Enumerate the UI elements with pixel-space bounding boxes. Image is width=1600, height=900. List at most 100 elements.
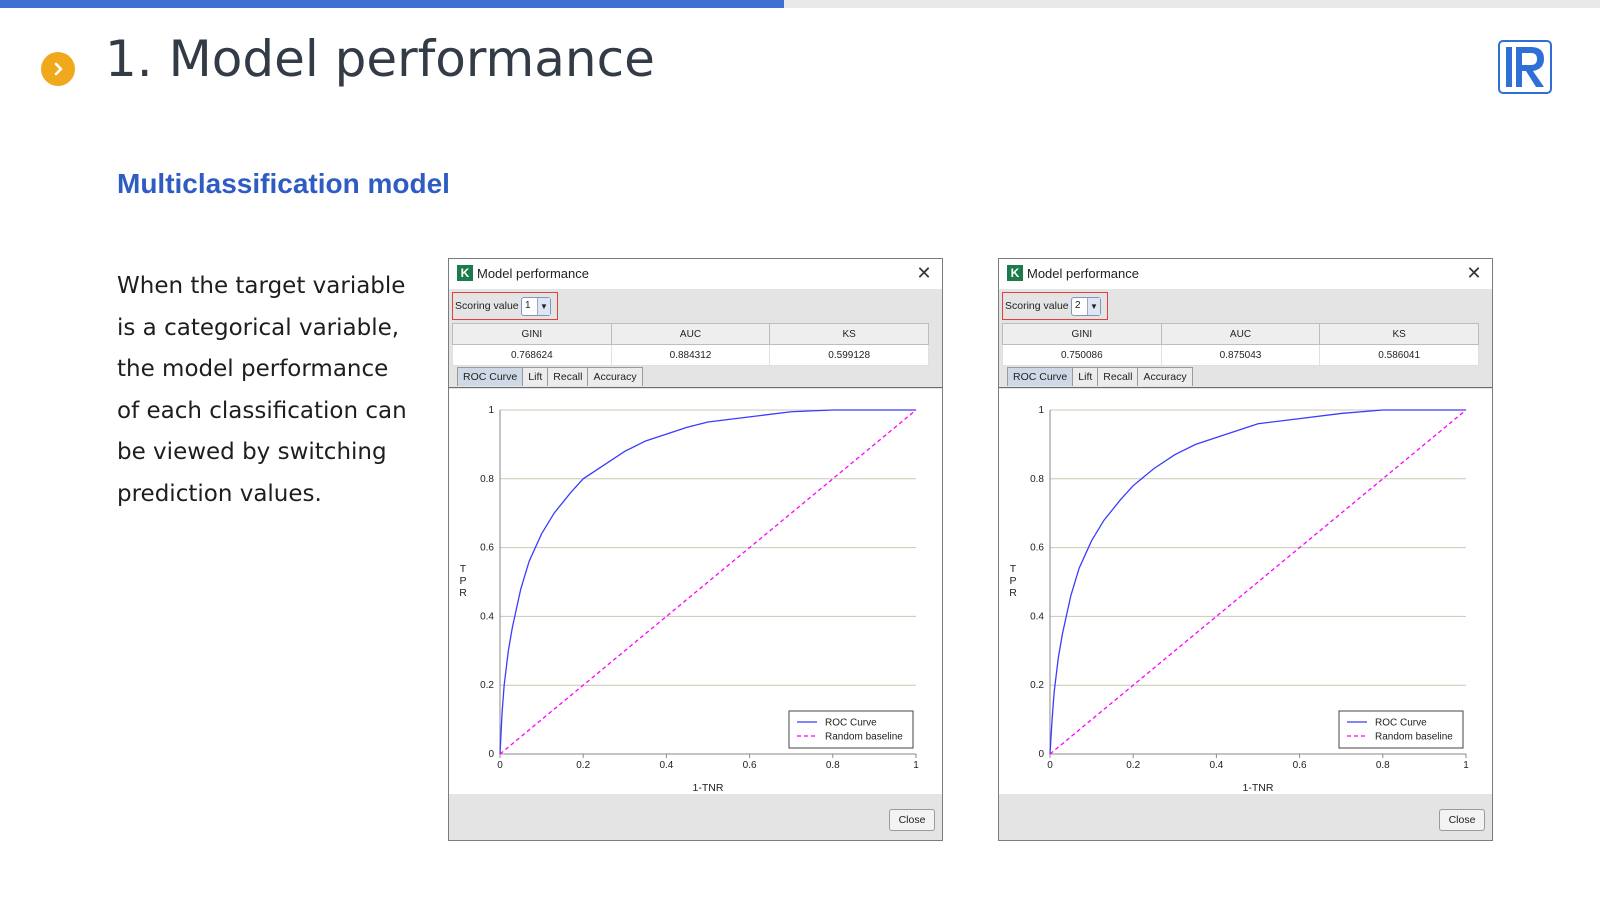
y-tick-label: 0.8 [1030, 474, 1044, 485]
app-icon: K [1007, 265, 1023, 281]
model-performance-dialog-1: K Model performance ✕ Scoring value 1 ▼ … [448, 258, 943, 841]
y-tick-label: 1 [488, 405, 494, 416]
y-tick-label: 0.6 [480, 543, 494, 554]
legend-label: Random baseline [825, 732, 903, 743]
description-line: When the target variable [117, 273, 406, 299]
scoring-value-label: Scoring value [1005, 300, 1069, 312]
tab-lift[interactable]: Lift [1072, 367, 1099, 386]
app-icon: K [457, 265, 473, 281]
metric-value: 0.750086 [1002, 344, 1162, 366]
chevron-right-icon [41, 52, 75, 86]
dialog-title: Model performance [1027, 266, 1139, 281]
section-subheading: Multiclassification model [117, 168, 450, 199]
y-tick-label: 0.2 [1030, 680, 1044, 691]
scoring-value-label: Scoring value [455, 300, 519, 312]
y-tick-label: 1 [1038, 405, 1044, 416]
slide-progress-fill [0, 0, 784, 8]
tab-accuracy[interactable]: Accuracy [587, 367, 643, 386]
description-line: the model performance [117, 356, 389, 382]
roc-chart: 0 0.2 0.4 0.6 0.8 1 0 0.2 0.4 0.6 0.8 1 1-TNR T P R ROC … [459, 405, 919, 794]
slide-progress-track [0, 0, 1600, 8]
scoring-value-select[interactable]: 1 ▼ [521, 297, 551, 316]
tab-divider [999, 387, 1492, 388]
tab-divider [449, 387, 942, 388]
roc-plot-area: 0 0.2 0.4 0.6 0.8 1 0 0.2 0.4 0.6 0.8 1 1-TNR T P R ROC … [999, 389, 1492, 794]
metric-header: GINI [1002, 323, 1162, 345]
metrics-table: GINI AUC KS 0.750086 0.875043 0.586041 [1002, 323, 1479, 366]
x-tick-label: 0.4 [1209, 760, 1223, 771]
tab-recall[interactable]: Recall [547, 367, 589, 386]
close-button[interactable]: Close [889, 809, 935, 831]
x-tick-label: 0.6 [743, 760, 757, 771]
x-tick-label: 0.8 [826, 760, 840, 771]
scoring-value-group: Scoring value 2 ▼ [1002, 292, 1108, 320]
scoring-value-selected: 2 [1075, 300, 1081, 311]
close-icon[interactable]: ✕ [916, 263, 932, 283]
close-button[interactable]: Close [1439, 809, 1485, 831]
legend-label: Random baseline [1375, 732, 1453, 743]
x-tick-label: 1 [913, 760, 919, 771]
legend-label: ROC Curve [825, 718, 877, 729]
x-tick-label: 0.6 [1293, 760, 1307, 771]
metrics-table: GINI AUC KS 0.768624 0.884312 0.599128 [452, 323, 929, 366]
y-tick-label: 0.4 [1030, 611, 1044, 622]
tab-lift[interactable]: Lift [522, 367, 549, 386]
x-axis-label: 1-TNR [1243, 782, 1274, 794]
x-tick-label: 0 [1047, 760, 1053, 771]
metric-header: KS [769, 323, 929, 345]
r-logo-icon [1498, 40, 1552, 94]
x-tick-label: 1 [1463, 760, 1469, 771]
series-line [499, 409, 916, 755]
scoring-value-select[interactable]: 2 ▼ [1071, 297, 1101, 316]
x-tick-label: 0.2 [576, 760, 590, 771]
series-line [1049, 409, 1467, 755]
page-title: 1. Model performance [105, 30, 655, 88]
scoring-value-selected: 1 [525, 300, 531, 311]
description-line: prediction values. [117, 480, 322, 507]
dialog-titlebar[interactable]: K Model performance ✕ [449, 259, 942, 289]
metric-header: AUC [1160, 323, 1321, 345]
roc-plot-area: 0 0.2 0.4 0.6 0.8 1 0 0.2 0.4 0.6 0.8 1 1-TNR T P R ROC … [449, 389, 942, 794]
chart-tabs: ROC Curve Lift Recall Accuracy [1007, 367, 1193, 387]
x-tick-label: 0.4 [659, 760, 673, 771]
y-tick-label: 0 [1038, 749, 1044, 760]
y-tick-label: 0.8 [480, 474, 494, 485]
description-text: When the target variable is a categorica… [117, 266, 417, 515]
metric-value: 0.599128 [769, 344, 929, 366]
series-line [1049, 409, 1466, 755]
legend-box [1338, 710, 1464, 749]
dialog-titlebar[interactable]: K Model performance ✕ [999, 259, 1492, 289]
y-tick-label: 0.2 [480, 680, 494, 691]
metric-value: 0.768624 [452, 344, 612, 366]
y-tick-label: 0.6 [1030, 543, 1044, 554]
metric-value: 0.586041 [1319, 344, 1479, 366]
tab-roc-curve[interactable]: ROC Curve [1007, 367, 1074, 386]
chart-tabs: ROC Curve Lift Recall Accuracy [457, 367, 643, 387]
legend-label: ROC Curve [1375, 718, 1427, 729]
model-performance-dialog-2: K Model performance ✕ Scoring value 2 ▼ … [998, 258, 1493, 841]
chevron-down-icon[interactable]: ▼ [1087, 298, 1100, 315]
x-axis-label: 1-TNR [693, 782, 724, 794]
x-tick-label: 0.2 [1126, 760, 1140, 771]
metric-header: KS [1319, 323, 1479, 345]
description-line: of each classification can [117, 397, 407, 424]
dialog-title: Model performance [477, 266, 589, 281]
tab-roc-curve[interactable]: ROC Curve [457, 367, 524, 386]
scoring-value-group: Scoring value 1 ▼ [452, 292, 558, 320]
metric-value: 0.884312 [610, 344, 771, 366]
y-tick-label: 0.4 [480, 611, 494, 622]
series-line [499, 409, 917, 755]
chevron-down-icon[interactable]: ▼ [537, 298, 550, 315]
x-tick-label: 0 [497, 760, 503, 771]
metric-header: GINI [452, 323, 612, 345]
tab-recall[interactable]: Recall [1097, 367, 1139, 386]
legend-box [788, 710, 914, 749]
close-icon[interactable]: ✕ [1466, 263, 1482, 283]
tab-accuracy[interactable]: Accuracy [1137, 367, 1193, 386]
x-tick-label: 0.8 [1376, 760, 1390, 771]
description-line: be viewed by switching [117, 439, 387, 465]
y-tick-label: 0 [488, 749, 494, 760]
description-line: is a categorical variable, [117, 314, 400, 341]
